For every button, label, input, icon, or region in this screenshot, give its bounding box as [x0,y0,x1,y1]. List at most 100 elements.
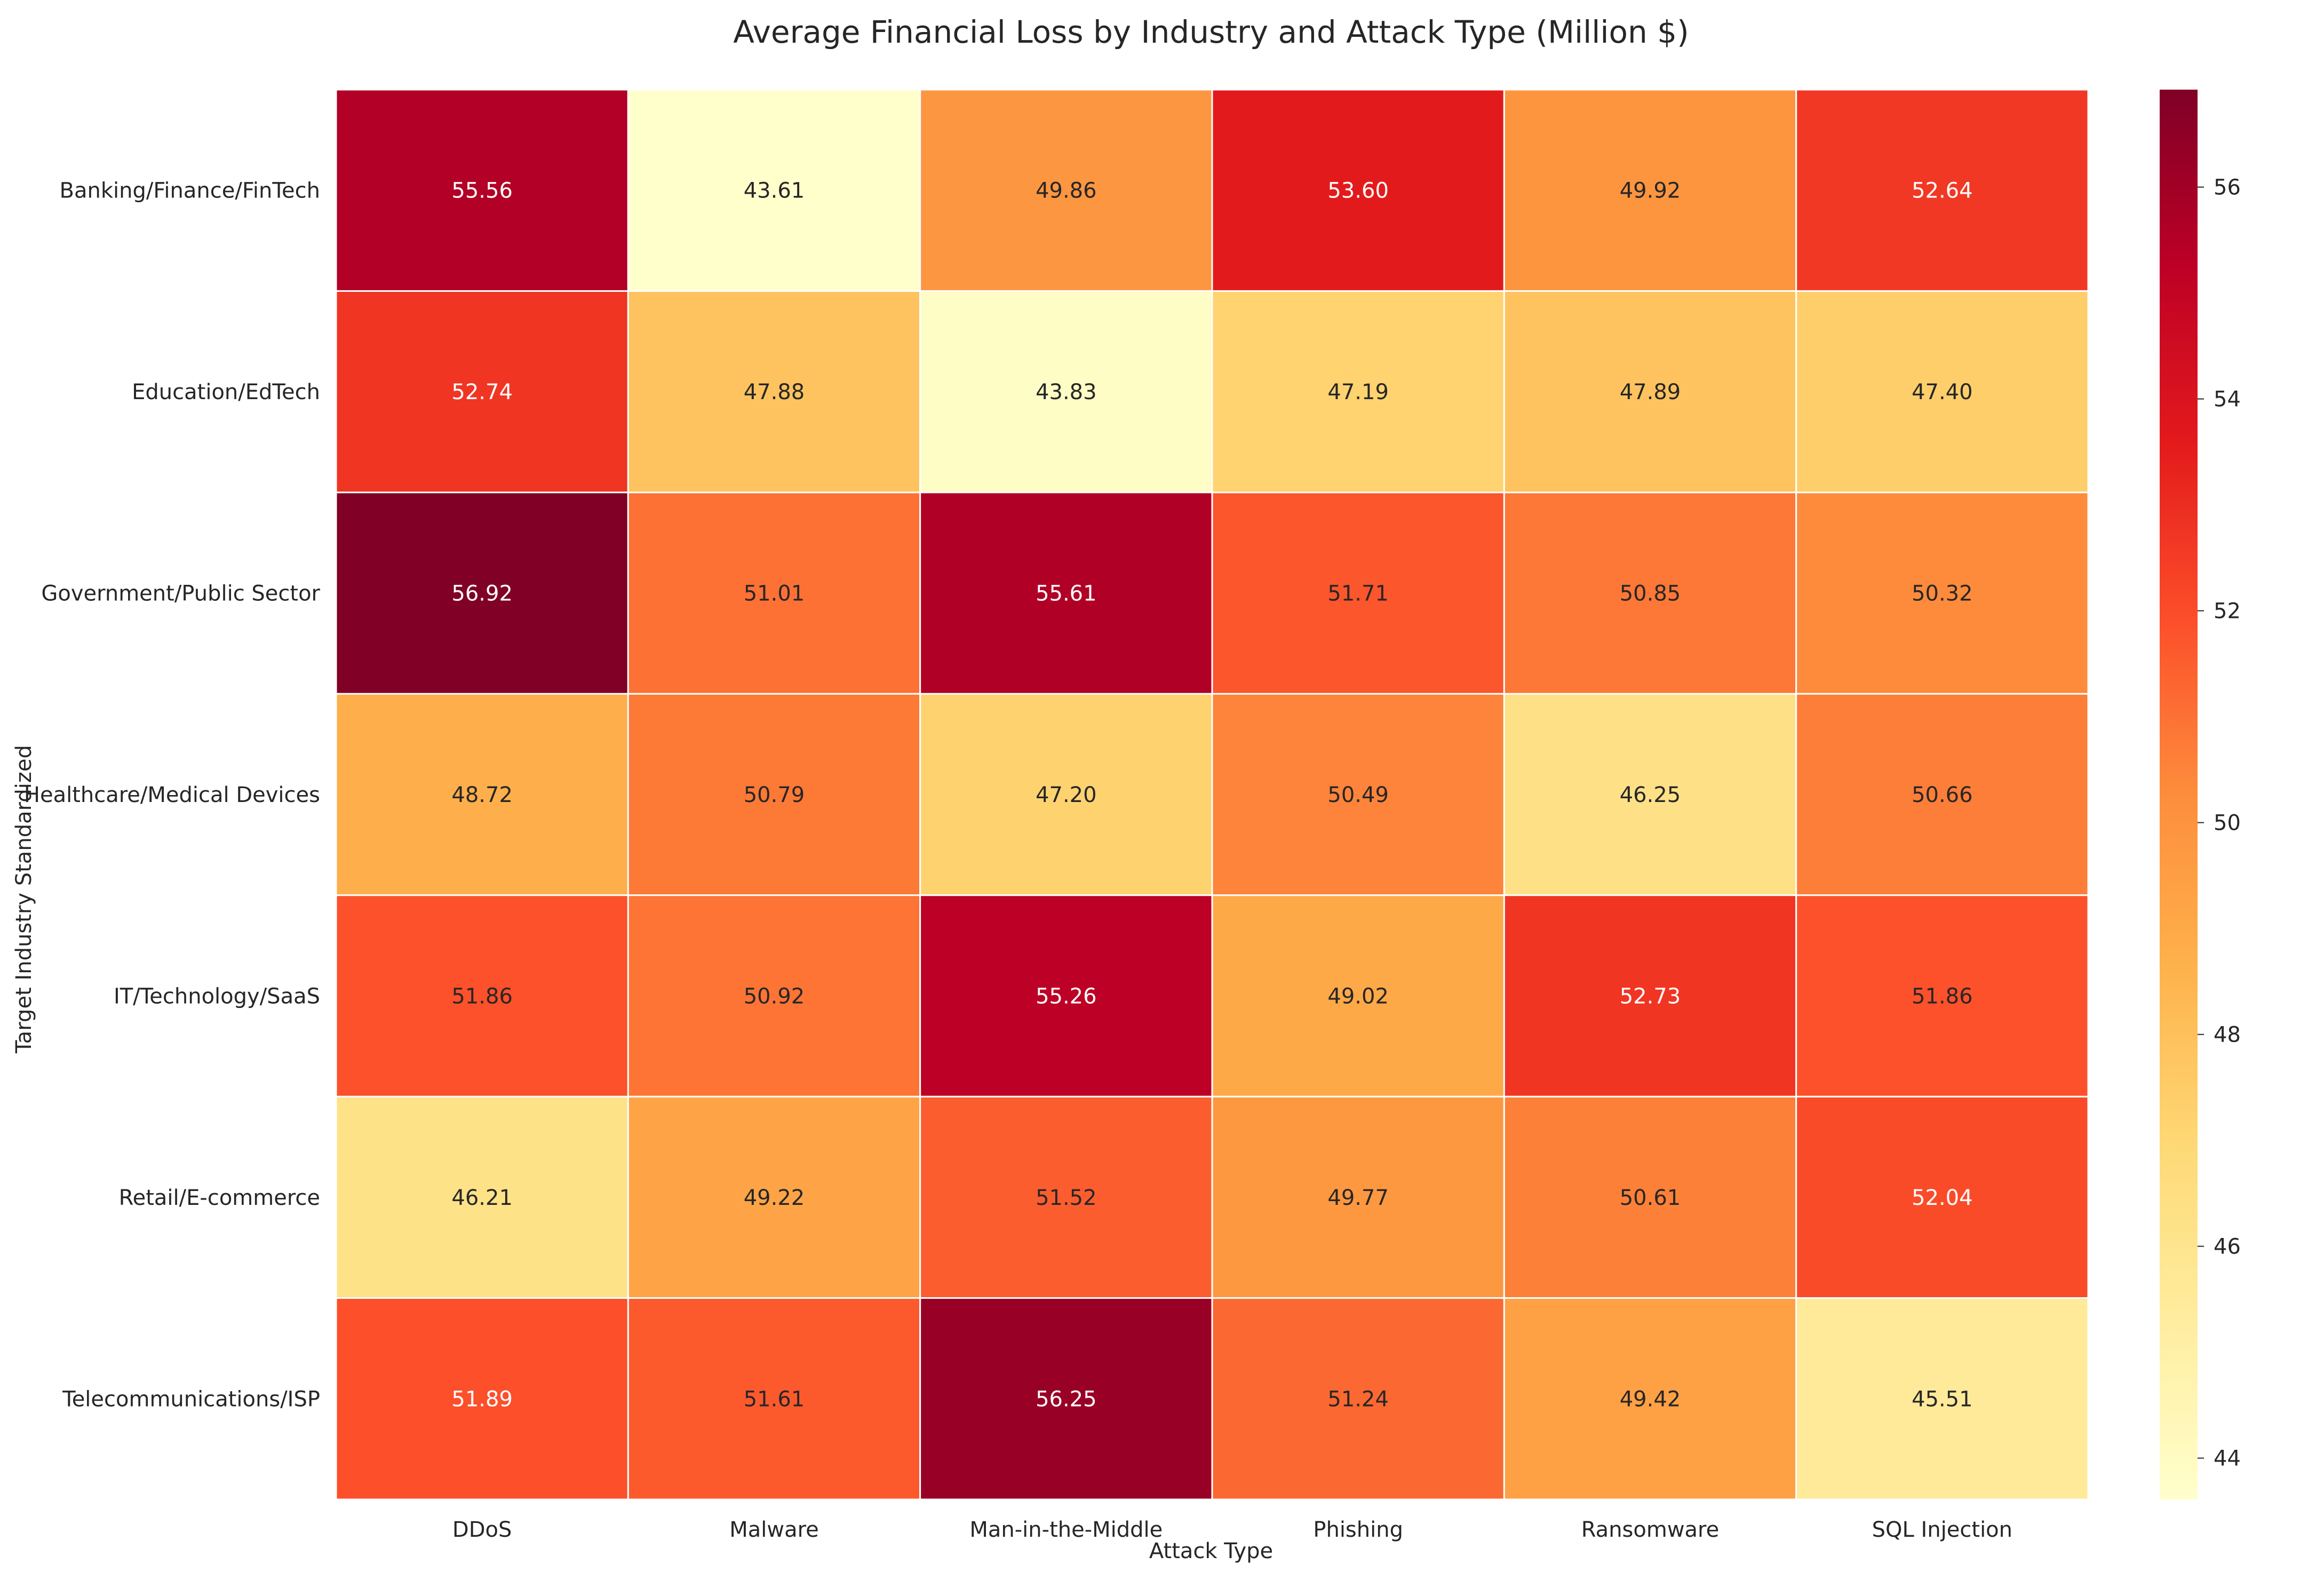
heatmap-cell [335,491,629,695]
cell-value-label: 52.04 [1912,1186,1973,1210]
heatmap-cells [335,89,2089,1500]
x-tick-label: DDoS [452,1518,512,1542]
heatmap-cell [1795,491,2089,695]
x-tick-label: SQL Injection [1872,1518,2012,1542]
cell-value-label: 52.64 [1912,179,1973,203]
heatmap-cell [1503,491,1797,695]
heatmap-cell [1211,290,1505,494]
heatmap-cell [1795,1297,2089,1500]
cell-value-label: 56.92 [451,582,513,606]
x-tick-label: Man-in-the-Middle [969,1518,1163,1542]
colorbar-tick-label: 48 [2214,1023,2241,1047]
cell-value-label: 49.77 [1327,1186,1389,1210]
cell-value-label: 47.40 [1912,380,1973,404]
y-tick-label: Education/EdTech [132,380,320,404]
cell-value-label: 47.19 [1327,380,1389,404]
x-axis-ticks: DDoS Malware Man-in-the-Middle Phishing Rans… [452,1518,2012,1542]
heatmap-cell [627,89,921,292]
cell-value-label: 52.74 [451,380,513,404]
cell-value-label: 51.24 [1327,1387,1389,1411]
heatmap-cell [627,290,921,494]
cell-value-label: 49.86 [1036,179,1097,203]
heatmap-cell [919,693,1213,896]
cell-value-label: 56.25 [1036,1387,1097,1411]
y-axis-label: Target Industry Standardized [12,745,36,1054]
heatmap-cell [1503,1095,1797,1299]
heatmap-cell [1211,89,1505,292]
heatmap-cell [1795,89,2089,292]
cell-value-label: 43.61 [744,179,805,203]
cell-value-label: 50.92 [744,984,805,1009]
cell-value-label: 51.89 [451,1387,513,1411]
cell-value-label: 53.60 [1327,179,1389,203]
heatmap-cell [1211,1095,1505,1299]
cell-value-label: 48.72 [451,783,513,807]
cell-value-label: 43.83 [1036,380,1097,404]
heatmap-cell [919,491,1213,695]
x-axis-label: Attack Type [1149,1539,1273,1563]
cell-value-label: 49.42 [1620,1387,1681,1411]
heatmap-cell [1503,693,1797,896]
heatmap-cell [1211,491,1505,695]
y-tick-label: Government/Public Sector [41,582,320,606]
cell-value-label: 45.51 [1912,1387,1973,1411]
y-tick-label: Retail/E-commerce [119,1186,320,1210]
heatmap-cell [919,894,1213,1098]
x-tick-label: Malware [729,1518,819,1542]
colorbar-ticks: 44 46 48 50 52 54 56 [2198,176,2241,1471]
cell-value-label: 55.61 [1036,582,1097,606]
heatmap-cell [1211,894,1505,1098]
heatmap-cell-labels: 55.56 43.61 49.86 53.60 49.92 52.64 52.74 47.88… [451,179,1972,1412]
cell-value-label: 47.88 [744,380,805,404]
cell-value-label: 51.86 [1912,984,1973,1009]
colorbar-tick-label: 46 [2214,1235,2241,1259]
heatmap-cell [335,894,629,1098]
cell-value-label: 52.73 [1620,984,1681,1009]
heatmap-cell [1503,1297,1797,1500]
cell-value-label: 46.21 [451,1186,513,1210]
cell-value-label: 50.61 [1620,1186,1681,1210]
cell-value-label: 47.20 [1036,783,1097,807]
cell-value-label: 51.52 [1036,1186,1097,1210]
cell-value-label: 49.22 [744,1186,805,1210]
heatmap-cell [919,1297,1213,1500]
x-tick-label: Ransomware [1581,1518,1719,1542]
cell-value-label: 55.56 [451,179,513,203]
y-axis-ticks: Banking/Finance/FinTech Education/EdTech G… [24,179,321,1412]
heatmap-cell [335,290,629,494]
cell-value-label: 51.61 [744,1387,805,1411]
colorbar-tick-label: 44 [2214,1447,2241,1471]
y-tick-label: Telecommunications/ISP [62,1387,320,1411]
colorbar-tick-label: 52 [2214,599,2241,624]
y-tick-label: IT/Technology/SaaS [114,984,320,1009]
heatmap-cell [1211,1297,1505,1500]
heatmap-cell [1503,894,1797,1098]
heatmap-cell [1795,693,2089,896]
heatmap-cell [335,693,629,896]
colorbar-tick-label: 56 [2214,176,2241,200]
heatmap-cell [1503,89,1797,292]
chart-title: Average Financial Loss by Industry and A… [733,14,1689,50]
heatmap-cell [919,89,1213,292]
colorbar-tick-label: 50 [2214,811,2241,836]
x-tick-label: Phishing [1313,1518,1403,1542]
heatmap-cell [1795,894,2089,1098]
cell-value-label: 46.25 [1620,783,1681,807]
heatmap-cell [1795,290,2089,494]
cell-value-label: 51.86 [451,984,513,1009]
heatmap-cell [627,1297,921,1500]
cell-value-label: 47.89 [1620,380,1681,404]
y-tick-label: Healthcare/Medical Devices [24,783,320,807]
y-tick-label: Banking/Finance/FinTech [60,179,320,203]
colorbar-tick-label: 54 [2214,387,2241,412]
cell-value-label: 49.02 [1327,984,1389,1009]
cell-value-label: 51.01 [744,582,805,606]
cell-value-label: 50.49 [1327,783,1389,807]
cell-value-label: 50.85 [1620,582,1681,606]
heatmap-cell [335,89,629,292]
cell-value-label: 50.79 [744,783,805,807]
cell-value-label: 55.26 [1036,984,1097,1009]
colorbar [2160,90,2198,1499]
heatmap-cell [1211,693,1505,896]
cell-value-label: 49.92 [1620,179,1681,203]
